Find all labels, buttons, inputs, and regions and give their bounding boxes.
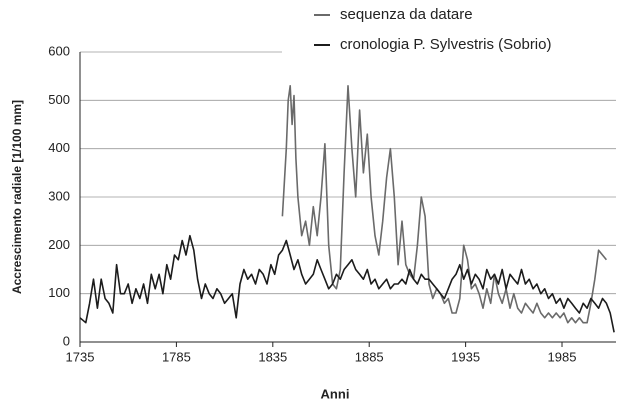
x-tick-label: 1835 <box>258 349 287 364</box>
y-tick-label: 400 <box>48 140 70 155</box>
y-tick-label: 600 <box>48 43 70 58</box>
x-tick-label: 1785 <box>162 349 191 364</box>
x-tick-label: 1985 <box>548 349 577 364</box>
y-tick-label: 300 <box>48 188 70 203</box>
x-axis-label: Anni <box>321 386 350 401</box>
y-axis-label: Accrescimento radiale [1/100 mm] <box>10 100 24 294</box>
y-tick-label: 200 <box>48 237 70 252</box>
y-tick-label: 100 <box>48 285 70 300</box>
x-tick-label: 1885 <box>355 349 384 364</box>
y-tick-label: 500 <box>48 92 70 107</box>
legend-label: cronologia P. Sylvestris (Sobrio) <box>340 36 551 53</box>
y-tick-label: 0 <box>63 333 70 348</box>
legend-background <box>282 0 617 66</box>
x-tick-label: 1935 <box>451 349 480 364</box>
series-line <box>79 234 615 333</box>
x-tick-label: 1735 <box>66 349 95 364</box>
legend-label: sequenza da datare <box>340 6 473 23</box>
